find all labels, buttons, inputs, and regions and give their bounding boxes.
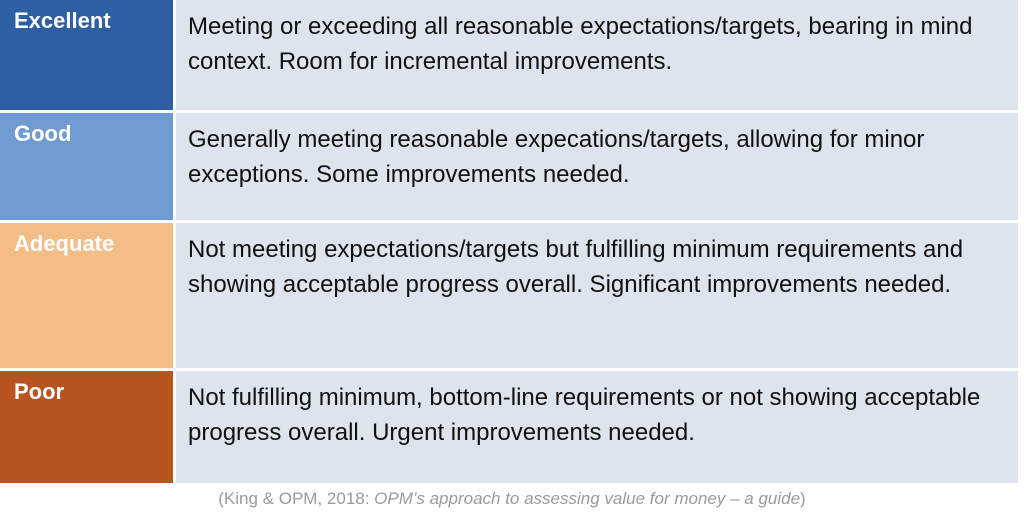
rating-label-poor: Poor (0, 368, 176, 483)
rating-label-good: Good (0, 110, 176, 220)
rating-label-adequate: Adequate (0, 220, 176, 368)
citation-prefix: (King & OPM, 2018: (218, 489, 375, 508)
rating-description-good: Generally meeting reasonable expecations… (176, 110, 1018, 220)
rubric-row-excellent: Excellent Meeting or exceeding all reaso… (0, 0, 1024, 110)
rating-label-excellent: Excellent (0, 0, 176, 110)
rating-description-adequate: Not meeting expectations/targets but ful… (176, 220, 1018, 368)
citation-suffix: ) (800, 489, 806, 508)
rubric-table: Excellent Meeting or exceeding all reaso… (0, 0, 1024, 483)
rating-description-excellent: Meeting or exceeding all reasonable expe… (176, 0, 1018, 110)
citation-title: OPM’s approach to assessing value for mo… (374, 489, 801, 508)
rubric-row-adequate: Adequate Not meeting expectations/target… (0, 220, 1024, 368)
rubric-row-poor: Poor Not fulfilling minimum, bottom-line… (0, 368, 1024, 483)
rating-description-poor: Not fulfilling minimum, bottom-line requ… (176, 368, 1018, 483)
citation: (King & OPM, 2018: OPM’s approach to ass… (0, 489, 1024, 509)
rubric-row-good: Good Generally meeting reasonable expeca… (0, 110, 1024, 220)
